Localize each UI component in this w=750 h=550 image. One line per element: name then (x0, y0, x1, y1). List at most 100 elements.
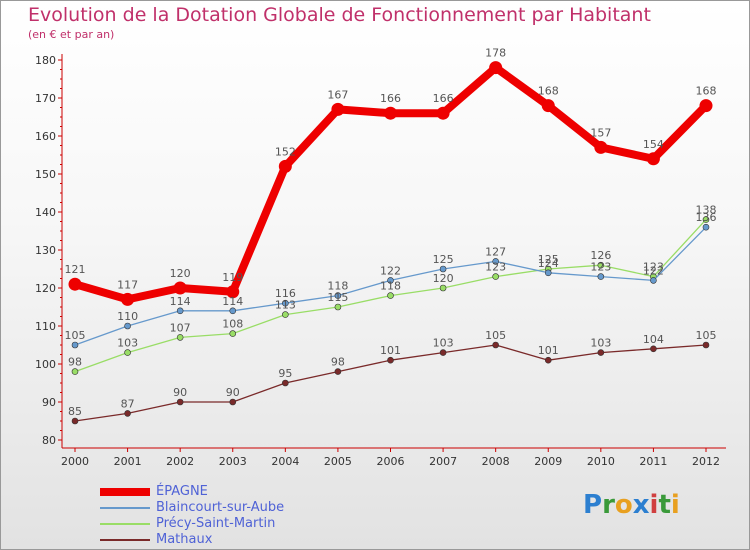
data-label: 118 (380, 280, 401, 293)
data-label: 125 (433, 253, 454, 266)
data-point (597, 349, 605, 356)
data-point (646, 152, 660, 166)
x-tick-label: 2001 (114, 455, 142, 468)
x-tick-label: 2004 (271, 455, 299, 468)
data-point (439, 284, 447, 292)
data-point (387, 356, 394, 364)
y-tick-label: 140 (35, 206, 56, 219)
data-label: 103 (117, 337, 138, 350)
data-point (439, 349, 447, 356)
legend-swatch (100, 507, 150, 509)
data-point (597, 261, 605, 269)
x-tick-label: 2007 (429, 455, 457, 468)
logo-letter: t (658, 490, 671, 520)
data-point (176, 307, 184, 315)
legend-swatch (100, 539, 150, 541)
data-point (334, 368, 342, 375)
data-label: 104 (643, 333, 664, 346)
logo-letter: r (602, 490, 615, 520)
data-label: 114 (170, 295, 191, 308)
y-tick-label: 100 (35, 358, 56, 371)
data-point (173, 281, 187, 295)
data-point (334, 292, 342, 299)
data-label: 90 (173, 386, 187, 399)
data-point (229, 307, 237, 315)
data-point (650, 277, 657, 284)
y-tick-label: 110 (35, 320, 56, 333)
data-label: 119 (222, 271, 243, 284)
chart-subtitle: (en € et par an) (28, 28, 115, 41)
data-point (650, 345, 657, 353)
logo-letter: x (632, 490, 650, 520)
data-label: 166 (380, 92, 401, 105)
data-label: 126 (590, 249, 611, 262)
x-tick-label: 2011 (639, 455, 667, 468)
data-point (176, 398, 184, 406)
data-label: 114 (222, 295, 243, 308)
data-point (124, 322, 131, 330)
data-label: 105 (696, 329, 717, 342)
data-point (282, 299, 289, 307)
data-label: 178 (485, 47, 506, 60)
data-label: 117 (117, 278, 138, 291)
data-label: 157 (590, 126, 611, 139)
data-label: 95 (278, 367, 292, 380)
data-label: 98 (331, 356, 345, 369)
proxiti-logo: Proxiti (583, 490, 680, 520)
data-label: 168 (538, 85, 559, 98)
data-point (492, 273, 499, 280)
data-label: 105 (65, 329, 86, 342)
x-tick-label: 2006 (377, 455, 405, 468)
x-tick-label: 2010 (587, 455, 615, 468)
data-point (702, 341, 710, 349)
y-tick-label: 120 (35, 282, 56, 295)
data-label: 101 (380, 344, 401, 357)
data-label: 98 (68, 356, 82, 369)
data-label: 90 (226, 386, 240, 399)
data-point (492, 341, 499, 349)
data-point (541, 99, 555, 113)
data-label: 103 (433, 337, 454, 350)
data-label: 123 (643, 261, 664, 274)
data-point (226, 285, 240, 299)
y-tick-label: 180 (35, 54, 56, 67)
data-point (278, 159, 292, 173)
data-point (387, 292, 394, 299)
data-label: 121 (65, 263, 86, 276)
data-point (124, 349, 131, 356)
data-label: 120 (170, 267, 191, 280)
x-tick-label: 2000 (61, 455, 89, 468)
data-label: 166 (433, 92, 454, 105)
legend-label: Précy-Saint-Martin (156, 516, 276, 531)
data-label: 115 (327, 291, 348, 304)
data-point (282, 379, 289, 387)
axes: 80 90 100 110 120 130 140 150 160 170 180 2000 2001 2… (35, 54, 726, 468)
data-point (489, 61, 503, 75)
data-point (699, 99, 713, 113)
data-point (597, 273, 605, 280)
legend-label: ÉPAGNE (156, 484, 208, 499)
data-label: 105 (485, 329, 506, 342)
data-label: 116 (275, 287, 296, 300)
legend-swatch (100, 488, 150, 496)
data-point (334, 303, 342, 311)
data-point (594, 140, 608, 154)
data-point (702, 216, 710, 223)
data-point (436, 106, 450, 120)
y-tick-label: 160 (35, 130, 56, 143)
data-point (492, 258, 499, 265)
data-label: 167 (327, 88, 348, 101)
data-label: 101 (538, 344, 559, 357)
data-point (68, 277, 82, 291)
x-tick-label: 2009 (534, 455, 562, 468)
data-label: 125 (538, 253, 559, 266)
legend-label: Blaincourt-sur-Aube (156, 500, 285, 515)
data-label: 154 (643, 138, 664, 151)
x-tick-label: 2008 (482, 455, 510, 468)
data-point (121, 292, 135, 306)
data-point (544, 356, 552, 364)
data-point (387, 277, 394, 284)
data-label: 152 (275, 145, 296, 158)
